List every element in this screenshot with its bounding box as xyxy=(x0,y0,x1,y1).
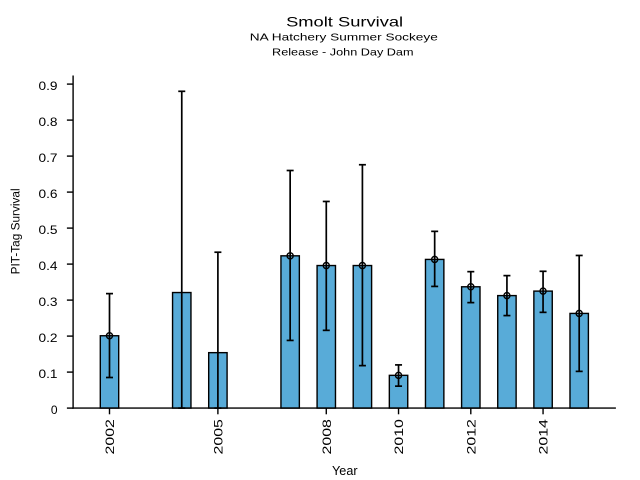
svg-text:0: 0 xyxy=(51,403,58,417)
svg-text:PIT-Tag Survival: PIT-Tag Survival xyxy=(8,188,22,274)
svg-text:0.4: 0.4 xyxy=(39,259,58,273)
svg-text:2005: 2005 xyxy=(211,419,225,455)
svg-text:NA Hatchery Summer Sockeye: NA Hatchery Summer Sockeye xyxy=(250,32,438,44)
svg-text:2010: 2010 xyxy=(392,419,406,455)
svg-text:2012: 2012 xyxy=(464,419,478,455)
svg-text:0.5: 0.5 xyxy=(39,223,58,237)
svg-text:2008: 2008 xyxy=(320,419,334,455)
svg-text:Year: Year xyxy=(332,463,358,478)
svg-text:Smolt Survival: Smolt Survival xyxy=(286,13,403,29)
svg-text:0.8: 0.8 xyxy=(39,115,58,129)
svg-text:2014: 2014 xyxy=(537,419,551,455)
svg-text:2002: 2002 xyxy=(103,419,117,455)
svg-text:0.1: 0.1 xyxy=(39,367,58,381)
svg-text:0.3: 0.3 xyxy=(39,295,58,309)
svg-text:0.7: 0.7 xyxy=(39,151,58,165)
svg-text:0.6: 0.6 xyxy=(39,187,58,201)
svg-text:0.2: 0.2 xyxy=(39,331,58,345)
svg-text:0.9: 0.9 xyxy=(39,79,58,93)
svg-text:Release - John Day Dam: Release - John Day Dam xyxy=(272,47,414,59)
